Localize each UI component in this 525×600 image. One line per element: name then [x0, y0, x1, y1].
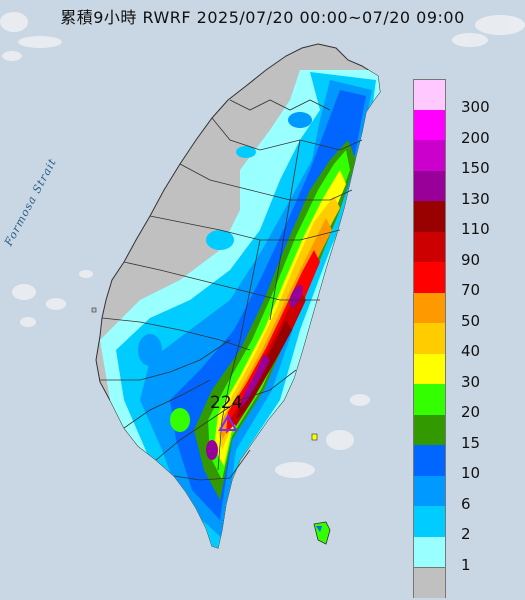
legend-label: 130: [461, 189, 490, 208]
legend-row: 40: [413, 323, 523, 360]
legend-swatch: [413, 201, 446, 232]
legend-row: 130: [413, 170, 523, 208]
legend-row: 50: [413, 292, 523, 330]
legend-swatch: [413, 140, 446, 171]
legend-swatch: [413, 262, 446, 293]
legend-row: [413, 567, 523, 598]
legend-label: 20: [461, 403, 481, 421]
legend-row: 1: [413, 536, 523, 574]
cloud-patches: [0, 12, 525, 478]
legend-label: 150: [461, 159, 490, 177]
legend-swatch: [413, 323, 446, 354]
legend-swatch: [413, 475, 446, 506]
legend-swatch: [413, 79, 446, 110]
legend-label: 2: [461, 525, 471, 543]
triangle-marker-icon: [218, 413, 238, 431]
legend-row: 2: [413, 506, 523, 543]
legend-row: 6: [413, 475, 523, 513]
legend-label: 1: [461, 555, 471, 574]
legend-row: 90: [413, 231, 523, 269]
legend-label: 15: [461, 433, 481, 452]
legend-label: 10: [461, 464, 481, 482]
legend-label: 200: [461, 128, 490, 147]
legend-label: 6: [461, 494, 471, 513]
legend-row: 30: [413, 353, 523, 391]
legend-row: 200: [413, 109, 523, 147]
legend-row: 10: [413, 445, 523, 482]
legend-label: 70: [461, 281, 481, 299]
rainfall-shading: [100, 70, 380, 548]
outlying-islands: [91, 307, 331, 545]
legend-label: 40: [461, 342, 481, 360]
legend-row: 15: [413, 414, 523, 452]
legend-swatch: [413, 170, 446, 201]
legend-swatch: [413, 353, 446, 384]
legend-swatch: [413, 231, 446, 262]
legend-swatch: [413, 384, 446, 415]
color-legend: 300 200 150 130 110 90 70 50 40 30 20 15 10 6 2 1: [413, 79, 523, 598]
legend-label: 30: [461, 372, 481, 391]
legend-row: 150: [413, 140, 523, 177]
legend-row: 70: [413, 262, 523, 299]
legend-swatch: [413, 109, 446, 140]
legend-swatch: [413, 567, 446, 598]
peak-value-label: 224: [210, 393, 243, 413]
legend-swatch: [413, 292, 446, 323]
legend-label: 110: [461, 220, 490, 238]
legend-label: 50: [461, 311, 481, 330]
legend-label: 300: [461, 98, 490, 116]
legend-label: 90: [461, 250, 481, 269]
legend-row: 110: [413, 201, 523, 238]
legend-swatch: [413, 414, 446, 445]
map-title: 累積9小時 RWRF 2025/07/20 00:00~07/20 09:00: [60, 8, 465, 27]
legend-swatch: [413, 536, 446, 567]
legend-row: 20: [413, 384, 523, 421]
legend-swatch: [413, 445, 446, 476]
legend-swatch: [413, 506, 446, 537]
legend-row: 300: [413, 79, 523, 116]
